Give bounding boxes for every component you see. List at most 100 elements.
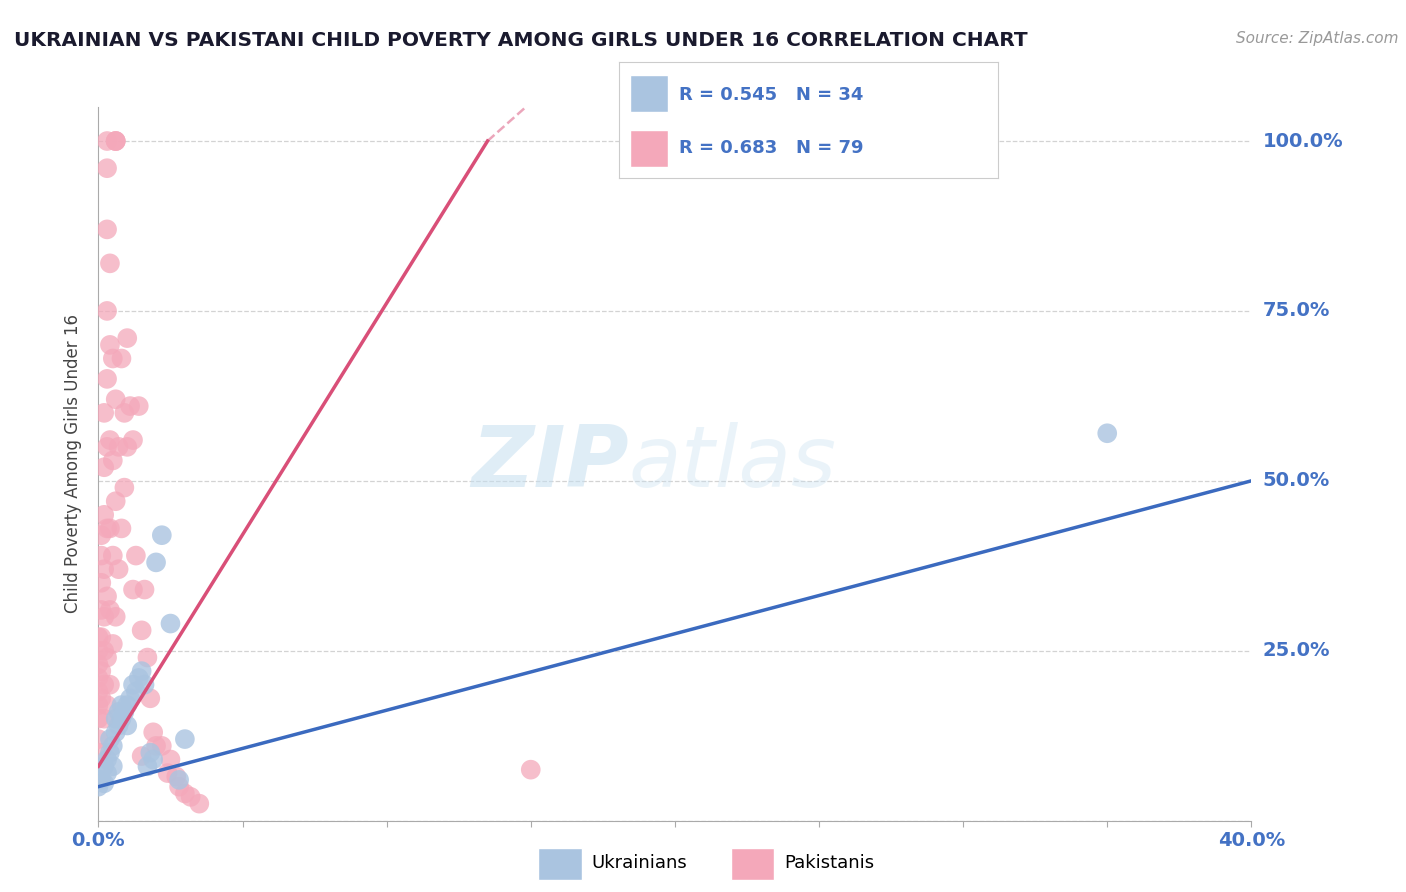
Point xyxy=(101,453,124,467)
Point xyxy=(98,433,121,447)
Point xyxy=(122,433,145,447)
Point xyxy=(174,787,197,801)
Point xyxy=(110,351,132,366)
Point xyxy=(139,691,162,706)
Point xyxy=(117,440,138,454)
Point xyxy=(96,161,118,176)
Point xyxy=(136,650,159,665)
Point xyxy=(142,725,165,739)
Point xyxy=(98,732,121,747)
Text: 50.0%: 50.0% xyxy=(1263,471,1330,491)
Point xyxy=(90,772,112,787)
Point xyxy=(96,440,118,454)
Point xyxy=(98,521,121,535)
Point xyxy=(93,712,115,726)
Point xyxy=(104,609,127,624)
Point xyxy=(128,671,150,685)
Point xyxy=(87,657,110,672)
Point xyxy=(180,789,202,804)
Point xyxy=(96,698,118,712)
Point xyxy=(188,797,211,811)
Point xyxy=(93,562,115,576)
Point xyxy=(131,749,153,764)
Point xyxy=(520,763,543,777)
Point xyxy=(112,406,135,420)
Point xyxy=(117,698,138,712)
Point xyxy=(90,630,112,644)
Point xyxy=(145,739,167,753)
Point xyxy=(104,712,127,726)
Point xyxy=(101,759,124,773)
Bar xyxy=(630,75,668,112)
Point xyxy=(150,528,173,542)
Point xyxy=(93,406,115,420)
Point xyxy=(110,521,132,535)
Point xyxy=(104,725,127,739)
Point xyxy=(101,739,124,753)
Point xyxy=(93,460,115,475)
Point xyxy=(93,609,115,624)
Point xyxy=(139,746,162,760)
Text: ZIP: ZIP xyxy=(471,422,628,506)
Point xyxy=(159,616,181,631)
Text: R = 0.545   N = 34: R = 0.545 N = 34 xyxy=(679,86,863,103)
Point xyxy=(107,562,129,576)
Point xyxy=(104,494,127,508)
Point xyxy=(98,256,121,270)
Point xyxy=(107,718,129,732)
Text: R = 0.683   N = 79: R = 0.683 N = 79 xyxy=(679,139,863,157)
Bar xyxy=(538,848,582,880)
Text: Source: ZipAtlas.com: Source: ZipAtlas.com xyxy=(1236,31,1399,46)
Point xyxy=(101,637,124,651)
Point xyxy=(96,134,118,148)
Point xyxy=(87,630,110,644)
Point xyxy=(90,746,112,760)
Bar xyxy=(731,848,775,880)
Text: 25.0%: 25.0% xyxy=(1263,641,1330,660)
Point xyxy=(98,603,121,617)
Point xyxy=(145,555,167,569)
Point xyxy=(104,392,127,407)
Point xyxy=(134,582,156,597)
Point xyxy=(112,705,135,719)
Point xyxy=(165,769,187,783)
Point xyxy=(87,644,110,658)
Point xyxy=(120,399,142,413)
Point xyxy=(156,766,179,780)
Text: 100.0%: 100.0% xyxy=(1263,131,1343,151)
Point xyxy=(96,590,118,604)
Point xyxy=(87,732,110,747)
Text: Pakistanis: Pakistanis xyxy=(785,854,875,872)
Point xyxy=(87,671,110,685)
Point xyxy=(117,718,138,732)
Point xyxy=(96,222,118,236)
Point xyxy=(98,678,121,692)
Point xyxy=(87,684,110,698)
Point xyxy=(93,508,115,522)
Point xyxy=(131,664,153,678)
Point xyxy=(96,766,118,780)
Point xyxy=(96,521,118,535)
Point xyxy=(98,338,121,352)
Point xyxy=(93,776,115,790)
Bar xyxy=(630,129,668,167)
Point xyxy=(112,481,135,495)
Text: UKRAINIAN VS PAKISTANI CHILD POVERTY AMONG GIRLS UNDER 16 CORRELATION CHART: UKRAINIAN VS PAKISTANI CHILD POVERTY AMO… xyxy=(14,31,1028,50)
Point xyxy=(136,759,159,773)
Point xyxy=(1097,426,1119,441)
Point xyxy=(150,739,173,753)
Point xyxy=(120,691,142,706)
Text: atlas: atlas xyxy=(628,422,837,506)
Point xyxy=(90,575,112,590)
Text: Ukrainians: Ukrainians xyxy=(592,854,688,872)
Point xyxy=(96,304,118,318)
Point xyxy=(134,678,156,692)
Point xyxy=(96,372,118,386)
Y-axis label: Child Poverty Among Girls Under 16: Child Poverty Among Girls Under 16 xyxy=(65,314,83,614)
Point xyxy=(93,644,115,658)
Text: 75.0%: 75.0% xyxy=(1263,301,1330,320)
Point xyxy=(101,549,124,563)
Point xyxy=(101,351,124,366)
Point xyxy=(87,780,110,794)
Point xyxy=(104,134,127,148)
